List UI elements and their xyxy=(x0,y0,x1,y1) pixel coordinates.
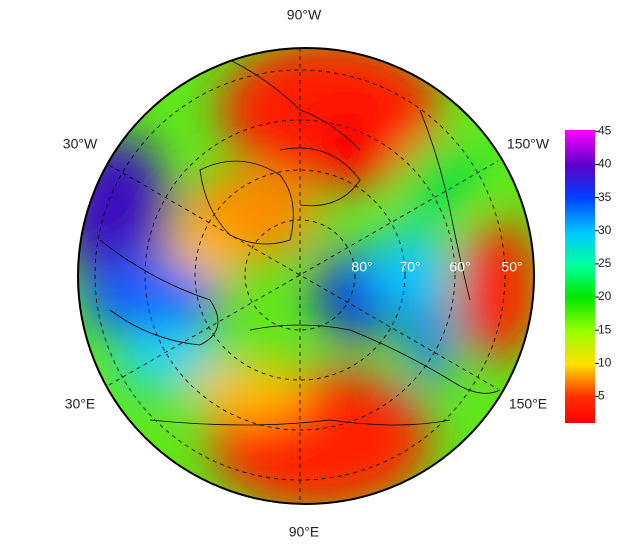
colorbar-tick-label: 30 xyxy=(598,223,612,237)
lon-label: 30°E xyxy=(65,396,96,412)
colorbar-tick-label: 45 xyxy=(598,123,612,137)
colorbar-ticks: 5 10 15 20 25 30 35 40 45 xyxy=(595,123,612,403)
map-border xyxy=(77,47,535,505)
lon-label: 90°E xyxy=(289,524,320,540)
colorbar xyxy=(565,130,595,423)
lon-label: 90°W xyxy=(287,7,322,23)
colorbar-tick-label: 40 xyxy=(598,157,612,171)
lon-label: 150°E xyxy=(509,396,547,412)
colorbar-tick-label: 35 xyxy=(598,190,612,204)
lat-label: 80° xyxy=(351,259,372,275)
colorbar-tick-label: 20 xyxy=(598,289,612,303)
lat-label: 70° xyxy=(399,259,420,275)
colorbar-tick-label: 5 xyxy=(598,389,605,403)
field xyxy=(78,48,534,504)
lon-label: 30°W xyxy=(63,136,98,152)
colorbar-tick-label: 15 xyxy=(598,322,612,336)
graticule xyxy=(94,48,506,504)
coastlines xyxy=(99,59,501,426)
colorbar-tick-label: 10 xyxy=(598,356,612,370)
lat-label: 60° xyxy=(449,259,470,275)
colorbar-tick-label: 25 xyxy=(598,256,612,270)
lat-label: 50° xyxy=(501,259,522,275)
lon-label: 150°W xyxy=(507,136,550,152)
